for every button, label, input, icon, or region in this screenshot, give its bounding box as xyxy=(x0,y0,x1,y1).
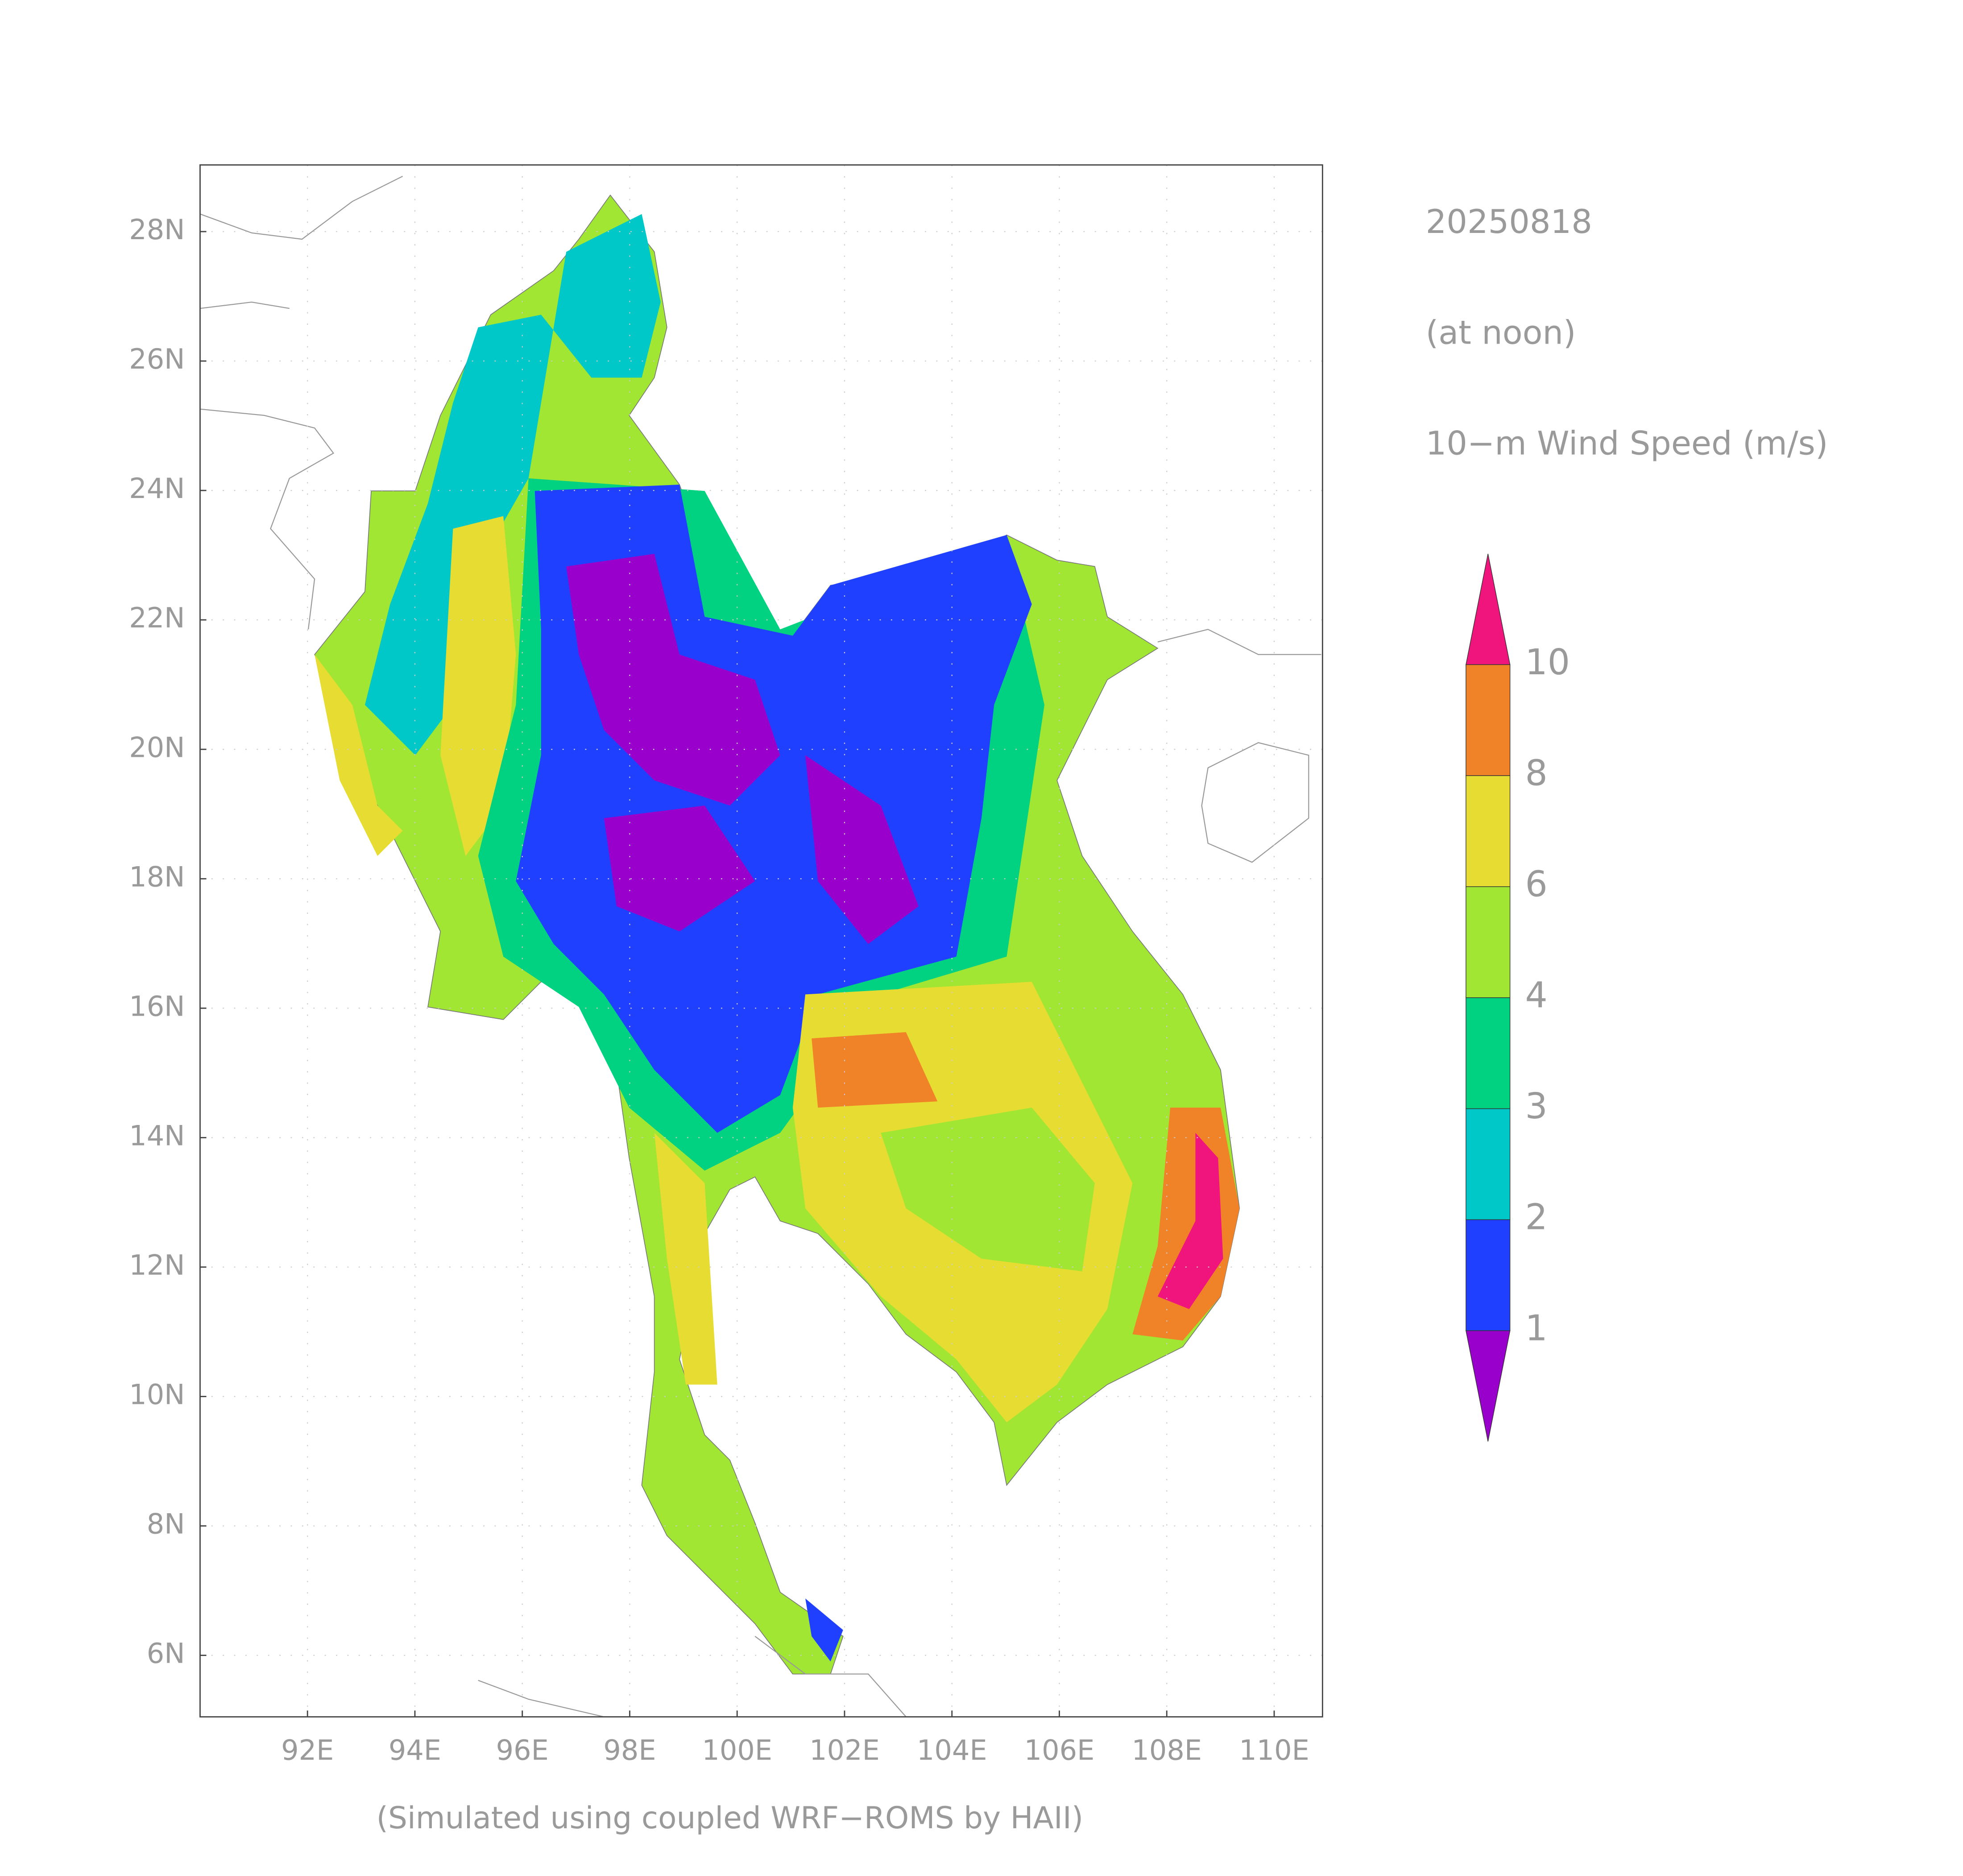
wind-field xyxy=(315,214,1240,1662)
footer: (Simulated using coupled WRF−ROMS by HAI… xyxy=(377,1800,1084,1835)
colorbar-over xyxy=(1466,554,1511,665)
colorbar-box xyxy=(1466,1219,1511,1331)
colorbar-box xyxy=(1466,664,1511,776)
lon-tick-label: 100E xyxy=(702,1734,772,1766)
lat-tick-label: 28N xyxy=(129,213,185,246)
lat-tick-label: 6N xyxy=(147,1637,185,1670)
coastlines xyxy=(200,175,1321,1718)
colorbar-box xyxy=(1466,1108,1511,1220)
lat-tick-label: 18N xyxy=(129,860,185,893)
colorbar-under xyxy=(1466,1330,1511,1442)
time-label: (at noon) xyxy=(1426,314,1576,352)
colorbar-box xyxy=(1466,775,1511,887)
lat-tick-label: 22N xyxy=(129,602,185,634)
colorbar-label: 2 xyxy=(1525,1197,1547,1238)
colorbar-box xyxy=(1466,997,1511,1109)
lat-tick-label: 20N xyxy=(129,731,185,764)
colorbar-label: 4 xyxy=(1525,975,1547,1016)
lon-tick-label: 92E xyxy=(281,1734,334,1766)
lat-tick-label: 26N xyxy=(129,343,185,375)
colorbar-box xyxy=(1466,886,1511,998)
lat-tick-label: 8N xyxy=(147,1508,185,1540)
variable-label: 10−m Wind Speed (m/s) xyxy=(1426,425,1828,463)
lat-tick-label: 24N xyxy=(129,472,185,505)
map-frame xyxy=(199,164,1323,1718)
lat-tick-label: 10N xyxy=(129,1378,185,1411)
lon-tick-label: 108E xyxy=(1131,1734,1202,1766)
lon-tick-label: 98E xyxy=(603,1734,656,1766)
lon-tick-label: 94E xyxy=(389,1734,441,1766)
lon-tick-label: 104E xyxy=(917,1734,987,1766)
lat-tick-label: 12N xyxy=(129,1249,185,1281)
lon-tick-label: 96E xyxy=(496,1734,549,1766)
lon-tick-label: 110E xyxy=(1239,1734,1309,1766)
colorbar-label: 10 xyxy=(1525,642,1570,683)
lat-tick-label: 16N xyxy=(129,990,185,1022)
lat-tick-label: 14N xyxy=(129,1119,185,1152)
colorbar-label: 8 xyxy=(1525,753,1547,794)
colorbar-label: 1 xyxy=(1525,1307,1547,1349)
colorbar: 1 2 3 4 6 8 10 xyxy=(1466,554,1570,1442)
lon-tick-label: 106E xyxy=(1024,1734,1095,1766)
lon-tick-label: 102E xyxy=(809,1734,880,1766)
date-label: 20250818 xyxy=(1426,203,1592,241)
colorbar-label: 3 xyxy=(1525,1086,1547,1127)
colorbar-label: 6 xyxy=(1525,863,1547,905)
